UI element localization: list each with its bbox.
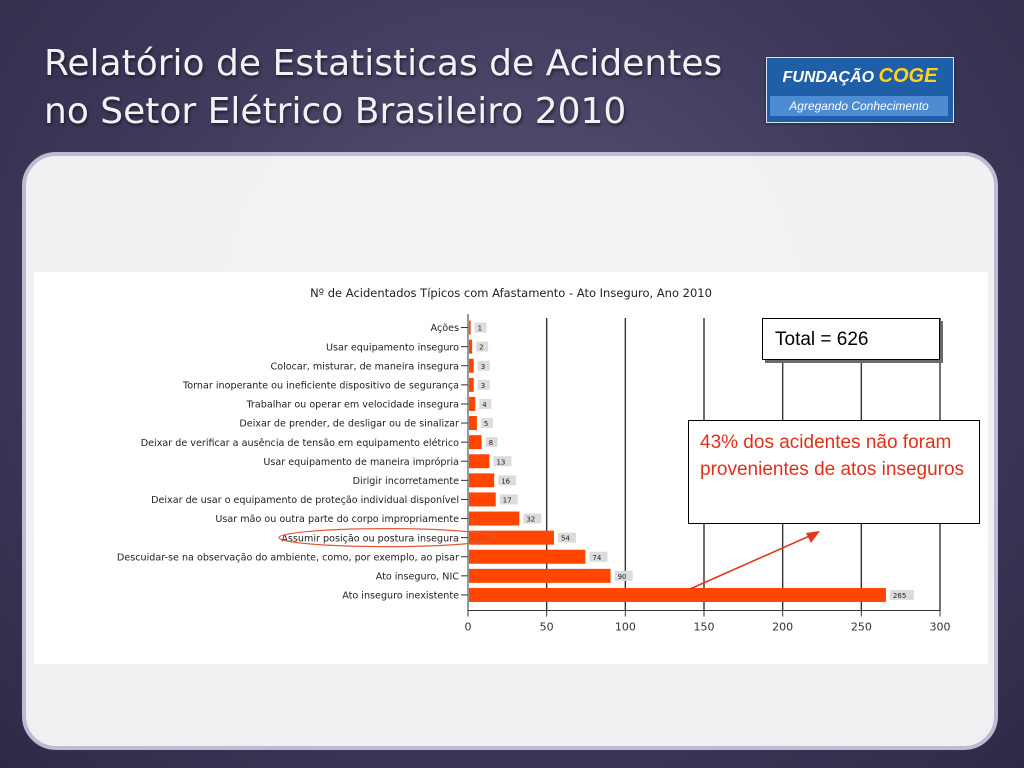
category-label: Ações xyxy=(431,323,459,334)
data-label-bg xyxy=(498,475,517,486)
data-label-bg xyxy=(485,437,498,448)
logo-tagline: Agregando Conhecimento xyxy=(770,96,948,116)
category-label: Tornar inoperante ou ineficiente disposi… xyxy=(182,380,459,391)
category-label: Ato inseguro inexistente xyxy=(342,591,459,602)
slide-title: Relatório de Estatisticas de Acidentes n… xyxy=(44,40,764,136)
bar xyxy=(469,320,471,335)
data-label: 3 xyxy=(481,363,485,371)
category-label: Usar equipamento inseguro xyxy=(326,342,459,353)
x-tick-label: 100 xyxy=(615,621,636,634)
note-arrow-head xyxy=(806,531,820,543)
data-label: 2 xyxy=(479,344,483,352)
bar xyxy=(469,358,474,373)
data-label-bg xyxy=(479,398,492,409)
category-label: Colocar, misturar, de maneira insegura xyxy=(271,361,459,372)
bar xyxy=(469,492,496,507)
highlight-ellipse xyxy=(278,528,496,548)
note-arrow xyxy=(689,533,815,590)
data-label-bg xyxy=(474,322,487,333)
title-line-2: no Setor Elétrico Brasileiro 2010 xyxy=(44,91,627,132)
data-label-bg xyxy=(589,551,608,562)
data-label: 1 xyxy=(478,325,482,333)
chart-title: Nº de Acidentados Típicos com Afastament… xyxy=(310,286,712,300)
bar xyxy=(469,549,586,564)
data-label-bg xyxy=(889,589,914,600)
x-tick-label: 200 xyxy=(772,621,793,634)
category-label: Deixar de verificar a ausência de tensão… xyxy=(141,437,459,449)
data-label: 3 xyxy=(481,382,485,390)
category-label: Deixar de prender, de desligar ou de sin… xyxy=(239,419,459,430)
bar xyxy=(469,587,886,602)
data-label: 265 xyxy=(893,592,906,600)
data-label: 90 xyxy=(618,573,627,581)
fundacao-coge-logo: FUNDAÇÃO COGE Agregando Conhecimento xyxy=(766,57,954,123)
logo-name: FUNDAÇÃO COGE xyxy=(767,65,953,88)
bar xyxy=(469,435,482,450)
logo-name-part2: COGE xyxy=(878,65,938,87)
data-label: 54 xyxy=(561,535,570,543)
data-label-bg xyxy=(493,456,512,467)
x-tick-label: 300 xyxy=(930,621,951,634)
data-label: 32 xyxy=(526,516,535,524)
data-label-bg xyxy=(557,532,576,543)
category-label: Deixar de usar o equipamento de proteção… xyxy=(151,494,459,506)
x-tick-label: 150 xyxy=(694,621,715,634)
bar xyxy=(469,473,495,488)
data-label: 8 xyxy=(489,439,493,447)
title-line-1: Relatório de Estatisticas de Acidentes xyxy=(44,43,723,84)
category-label: Assumir posição ou postura insegura xyxy=(281,533,459,544)
x-tick-label: 0 xyxy=(465,621,472,634)
data-label: 5 xyxy=(484,420,488,428)
category-label: Descuidar-se na observação do ambiente, … xyxy=(117,552,459,563)
category-label: Dirigir incorretamente xyxy=(353,476,459,487)
bar xyxy=(469,454,490,469)
data-label-bg xyxy=(476,341,489,352)
category-label: Trabalhar ou operar em velocidade insegu… xyxy=(245,400,459,411)
bar xyxy=(469,511,520,526)
data-label: 16 xyxy=(501,477,510,485)
bar xyxy=(469,568,611,583)
bar xyxy=(469,530,554,545)
category-label: Usar mão ou outra parte do corpo impropr… xyxy=(215,514,459,525)
bar xyxy=(469,339,473,354)
x-tick-label: 250 xyxy=(851,621,872,634)
data-label-bg xyxy=(477,379,490,390)
data-label: 13 xyxy=(496,458,505,466)
bar xyxy=(469,396,476,411)
data-label-bg xyxy=(523,513,542,524)
note-callout: 43% dos acidentes não foram provenientes… xyxy=(688,420,980,524)
category-label: Usar equipamento de maneira imprópria xyxy=(263,456,459,468)
logo-name-part1: FUNDAÇÃO xyxy=(782,69,879,86)
bar xyxy=(469,377,474,392)
x-tick-label: 50 xyxy=(540,621,554,634)
data-label: 4 xyxy=(482,401,487,409)
bar xyxy=(469,416,477,431)
data-label-bg xyxy=(477,360,490,371)
category-label: Ato inseguro, NIC xyxy=(376,571,460,582)
data-label-bg xyxy=(480,418,493,429)
data-label-bg xyxy=(614,570,633,581)
data-label: 17 xyxy=(503,496,512,504)
data-label-bg xyxy=(499,494,518,505)
data-label: 74 xyxy=(592,554,601,562)
total-callout: Total = 626 xyxy=(762,318,940,360)
